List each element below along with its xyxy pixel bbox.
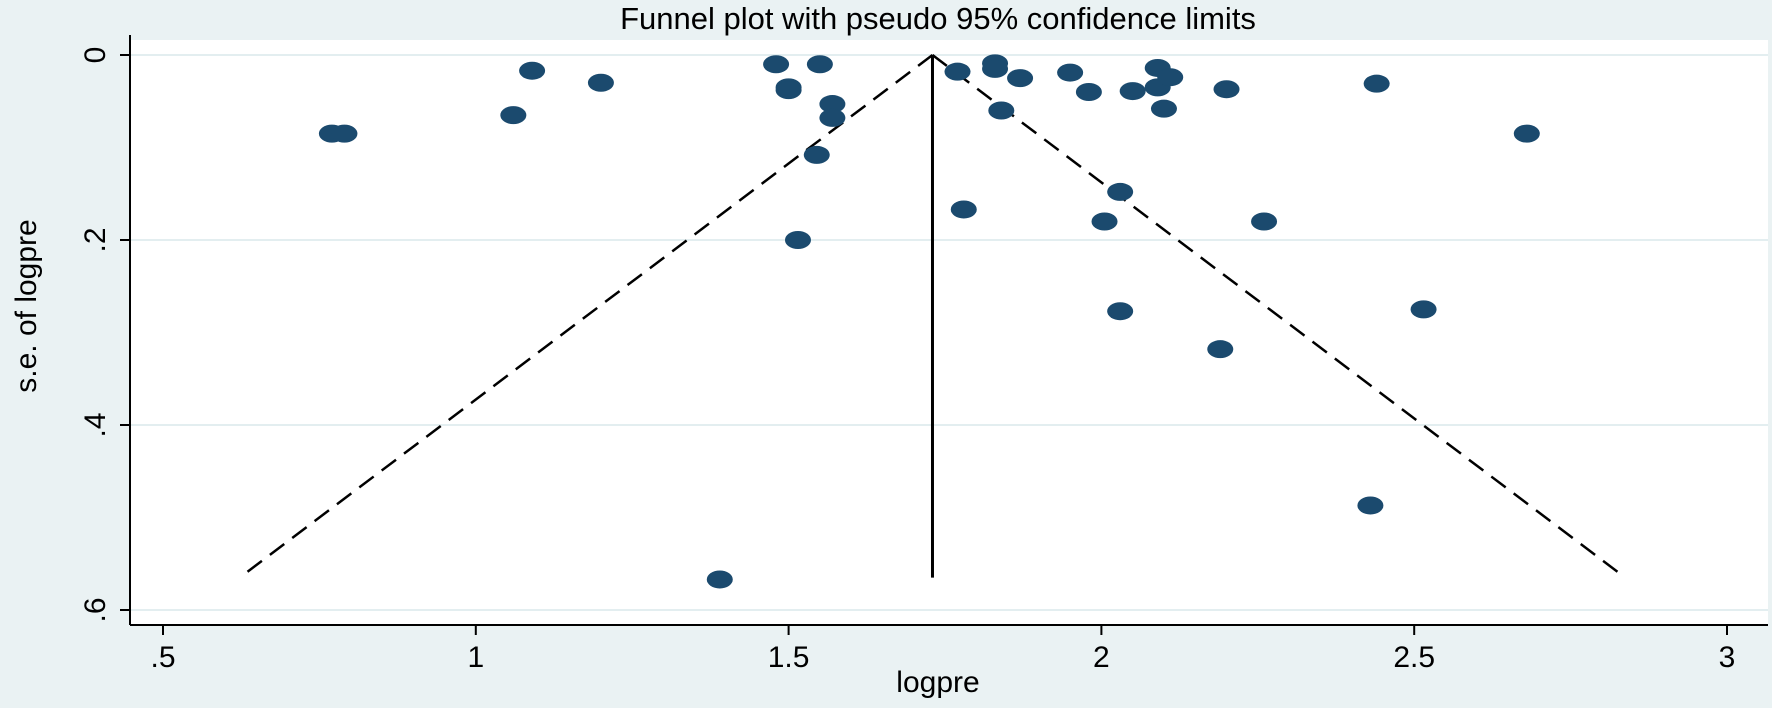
data-point-16 [982, 59, 1009, 78]
data-point-20 [1057, 63, 1084, 82]
x-tick-label-2: 1.5 [768, 641, 810, 674]
data-point-21 [1075, 83, 1102, 101]
data-point-4 [587, 73, 614, 92]
data-point-7 [775, 81, 802, 100]
funnel-lines [238, 54, 1627, 579]
gridlines [130, 54, 1768, 611]
data-points [318, 54, 1540, 589]
y-axis-title: s.e. of logpre [10, 219, 43, 392]
chart-title: Funnel plot with pseudo 95% confidence l… [620, 1, 1256, 36]
y-tick-label-2: .4 [79, 412, 112, 437]
data-point-1 [331, 124, 358, 143]
data-point-36 [1513, 124, 1540, 143]
data-point-14 [944, 62, 971, 81]
x-axis-title: logpre [896, 666, 979, 699]
x-tick-label-1: 1 [467, 641, 484, 674]
data-point-32 [1107, 302, 1134, 321]
data-point-35 [1357, 496, 1384, 515]
data-point-2 [500, 106, 527, 125]
data-point-33 [1410, 300, 1437, 319]
data-point-11 [803, 145, 830, 164]
data-point-18 [988, 101, 1015, 120]
data-point-13 [706, 570, 733, 589]
data-point-34 [1207, 340, 1234, 359]
data-point-12 [784, 231, 811, 249]
upper-confidence-limit [931, 54, 1627, 579]
lower-confidence-limit [238, 54, 934, 579]
y-tick-label-1: .2 [79, 227, 112, 252]
plot-area [130, 40, 1768, 625]
data-point-22 [1119, 82, 1146, 101]
data-point-28 [1363, 74, 1390, 93]
data-point-5 [763, 55, 790, 74]
data-point-9 [819, 95, 846, 114]
data-point-19 [950, 200, 977, 219]
data-point-10 [819, 108, 846, 127]
data-point-29 [1107, 182, 1134, 201]
y-tick-label-0: 0 [79, 47, 112, 64]
data-point-3 [519, 61, 546, 80]
data-point-17 [1007, 69, 1034, 88]
data-point-8 [806, 55, 833, 74]
axes: .5 1 1.5 2 2.5 3 0 .2 .4 .6 [79, 35, 1768, 674]
data-point-30 [1091, 212, 1118, 231]
data-point-25 [1157, 68, 1184, 87]
x-tick-label-5: 3 [1719, 641, 1736, 674]
data-point-31 [1251, 212, 1278, 231]
x-tick-label-4: 2.5 [1393, 641, 1435, 674]
x-tick-label-3: 2 [1093, 641, 1110, 674]
data-point-27 [1213, 80, 1240, 99]
data-point-26 [1150, 99, 1177, 118]
x-tick-label-0: .5 [150, 641, 175, 674]
y-tick-label-3: .6 [79, 597, 112, 622]
